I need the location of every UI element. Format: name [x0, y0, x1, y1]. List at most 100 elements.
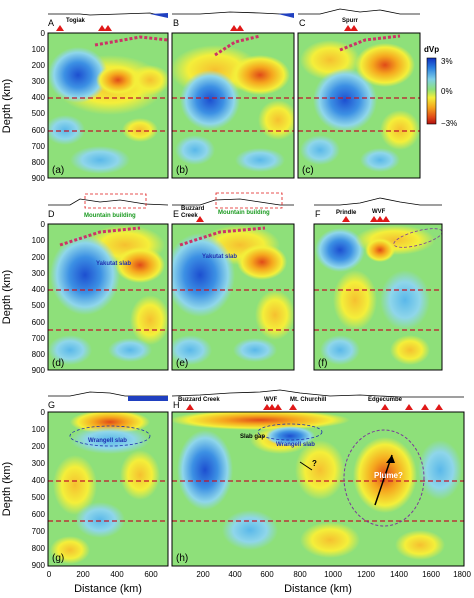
distance-axis-label: Distance (km) — [284, 583, 352, 595]
svg-text:0: 0 — [41, 220, 46, 229]
panel-label: (d) — [52, 358, 64, 369]
svg-text:400: 400 — [32, 93, 46, 102]
volcano-marker — [230, 25, 238, 31]
svg-text:200: 200 — [196, 570, 210, 579]
svg-text:300: 300 — [32, 459, 46, 468]
svg-text:800: 800 — [32, 544, 46, 553]
volcano-marker — [342, 216, 350, 222]
svg-text:300: 300 — [32, 77, 46, 86]
annotation-plume: Plume? — [374, 471, 403, 480]
svg-text:200: 200 — [32, 61, 46, 70]
svg-text:900: 900 — [32, 174, 46, 183]
profile-letter: D — [48, 209, 55, 219]
profile-letter: A — [48, 18, 54, 28]
annotation-mountain-building: Mountain building — [218, 210, 270, 216]
svg-text:1400: 1400 — [390, 570, 408, 579]
volcano-marker — [421, 404, 429, 410]
volcano-marker — [56, 25, 64, 31]
profile-letter: E — [173, 209, 179, 219]
panel-f: F Prindle WVF (f) — [313, 197, 443, 371]
volcano-marker — [186, 404, 194, 410]
volcano-marker — [268, 404, 276, 410]
colorbar-tick: 3% — [441, 57, 453, 66]
volcano-marker — [344, 25, 352, 31]
volcano-label: Togiak — [66, 18, 86, 24]
volcano-marker — [98, 25, 106, 31]
volcano-label: WVF — [372, 209, 386, 215]
panel-label: (a) — [52, 165, 64, 176]
svg-text:400: 400 — [110, 570, 124, 579]
panel-e: E Buzzard Creek Mountain building Yakuta… — [171, 192, 295, 371]
volcano-marker — [236, 25, 244, 31]
volcano-label: Creek — [181, 213, 198, 219]
volcano-marker — [435, 404, 443, 410]
svg-text:600: 600 — [32, 126, 46, 135]
svg-text:900: 900 — [32, 561, 46, 570]
svg-text:1600: 1600 — [422, 570, 440, 579]
colorbar-tick: 0% — [441, 87, 453, 96]
svg-text:600: 600 — [260, 570, 274, 579]
svg-text:400: 400 — [32, 285, 46, 294]
svg-text:700: 700 — [32, 142, 46, 151]
panel-a: A Togiak (a) — [47, 12, 169, 179]
volcano-marker — [405, 404, 413, 410]
volcano-marker — [376, 216, 384, 222]
distance-axis-g: 0 200 400 600 — [47, 570, 158, 579]
depth-axis-row1: 0 100 200 300 400 500 600 700 800 900 — [32, 29, 46, 183]
volcano-label: Prindle — [336, 210, 357, 216]
panel-g: G Wrangell slab (g) — [47, 391, 169, 567]
volcano-label: Mt. Churchill — [290, 397, 327, 403]
depth-axis-label: Depth (km) — [1, 270, 13, 324]
svg-text:800: 800 — [32, 158, 46, 167]
panel-d: D Mountain building Yakutat slab (d) — [47, 193, 169, 371]
depth-axis-label: Depth (km) — [1, 79, 13, 133]
panel-b: B (b) — [171, 11, 295, 179]
svg-text:800: 800 — [32, 350, 46, 359]
svg-text:800: 800 — [293, 570, 307, 579]
profile-letter: H — [173, 400, 180, 410]
svg-text:300: 300 — [32, 269, 46, 278]
volcano-marker — [274, 404, 282, 410]
volcano-label: Edgecumbe — [368, 397, 403, 403]
svg-text:900: 900 — [32, 366, 46, 375]
volcano-marker — [104, 25, 112, 31]
colorbar-title: dVp — [424, 45, 439, 54]
svg-text:500: 500 — [32, 109, 46, 118]
volcano-marker — [370, 216, 378, 222]
depth-axis-row2: 0 100 200 300 400 500 600 700 800 900 — [32, 220, 46, 375]
colorbar: dVp 3% 0% −3% — [424, 45, 457, 128]
svg-text:700: 700 — [32, 527, 46, 536]
svg-text:400: 400 — [228, 570, 242, 579]
annotation-mountain-building: Mountain building — [84, 213, 136, 219]
colorbar-tick: −3% — [441, 119, 457, 128]
annotation-slab: Wrangell slab — [276, 442, 315, 448]
svg-text:200: 200 — [32, 253, 46, 262]
svg-text:600: 600 — [32, 318, 46, 327]
svg-text:0: 0 — [41, 29, 46, 38]
svg-text:200: 200 — [76, 570, 90, 579]
volcano-label: Buzzard — [181, 206, 205, 212]
volcano-label: Buzzard Creek — [178, 397, 220, 403]
svg-text:100: 100 — [32, 425, 46, 434]
panel-label: (f) — [318, 358, 327, 369]
annotation-slab: Yakutat slab — [202, 254, 237, 260]
svg-text:100: 100 — [32, 45, 46, 54]
panel-label: (h) — [176, 553, 188, 564]
profile-letter: C — [299, 18, 306, 28]
svg-text:1000: 1000 — [324, 570, 342, 579]
volcano-label: Spurr — [342, 18, 359, 24]
svg-text:600: 600 — [144, 570, 158, 579]
volcano-marker — [196, 216, 204, 222]
svg-text:1200: 1200 — [357, 570, 375, 579]
svg-text:100: 100 — [32, 236, 46, 245]
svg-text:500: 500 — [32, 493, 46, 502]
svg-text:500: 500 — [32, 301, 46, 310]
annotation-question: ? — [312, 459, 317, 468]
svg-text:600: 600 — [32, 510, 46, 519]
profile-letter: F — [315, 209, 321, 219]
panel-label: (e) — [176, 358, 188, 369]
svg-text:200: 200 — [32, 442, 46, 451]
volcano-marker — [289, 404, 297, 410]
profile-letter: B — [173, 18, 179, 28]
svg-text:0: 0 — [41, 408, 46, 417]
